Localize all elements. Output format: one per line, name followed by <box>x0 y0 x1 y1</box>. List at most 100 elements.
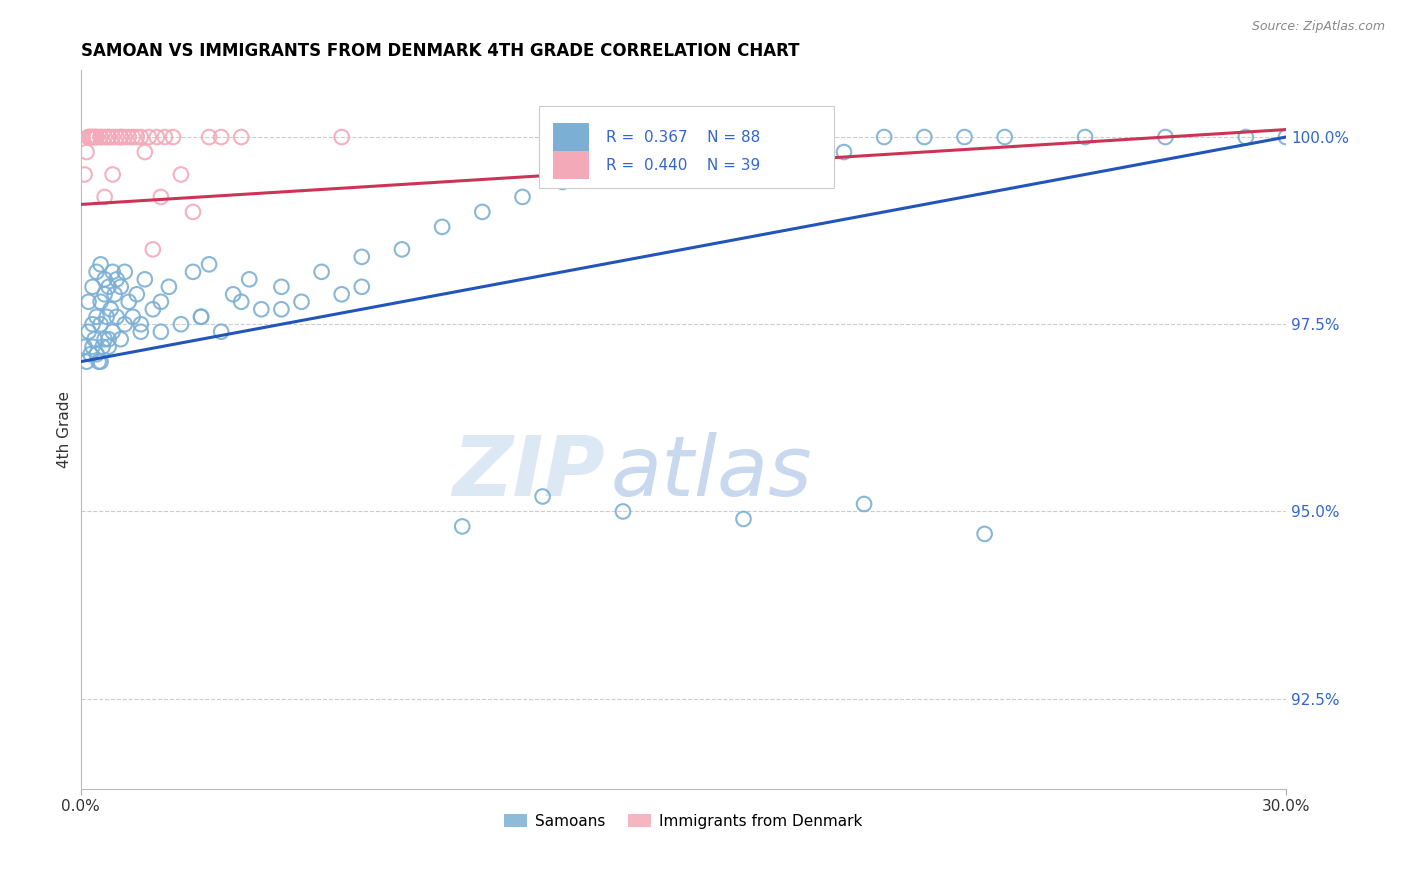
Point <box>134 145 156 159</box>
Point <box>146 130 169 145</box>
Point <box>76 354 98 368</box>
Point <box>129 318 152 332</box>
Point <box>391 243 413 257</box>
Point <box>105 130 128 145</box>
Point <box>73 168 96 182</box>
Point <box>105 272 128 286</box>
Point <box>129 130 152 145</box>
Point <box>90 294 112 309</box>
Point <box>87 354 110 368</box>
Point <box>86 310 108 324</box>
FancyBboxPatch shape <box>553 152 589 178</box>
Point <box>93 332 115 346</box>
Point <box>270 280 292 294</box>
Point <box>110 130 132 145</box>
Point <box>238 272 260 286</box>
Point <box>752 137 775 152</box>
Point <box>209 130 232 145</box>
Point <box>994 130 1017 145</box>
Point <box>83 332 105 346</box>
Point <box>90 354 112 368</box>
Text: R =  0.440    N = 39: R = 0.440 N = 39 <box>606 158 761 173</box>
Point <box>82 318 104 332</box>
Point <box>82 340 104 354</box>
Point <box>672 153 695 167</box>
Point <box>270 302 292 317</box>
Point <box>181 265 204 279</box>
Point <box>451 519 474 533</box>
Point <box>311 265 333 279</box>
Point <box>79 130 101 145</box>
Point <box>157 280 180 294</box>
Point <box>1275 130 1298 145</box>
Point <box>190 310 212 324</box>
Point <box>125 130 148 145</box>
Point <box>93 130 115 145</box>
Point <box>96 310 118 324</box>
Point <box>104 287 127 301</box>
FancyBboxPatch shape <box>538 105 834 188</box>
Point <box>118 294 141 309</box>
Point <box>90 130 112 145</box>
Point <box>121 310 143 324</box>
Point <box>612 504 634 518</box>
Point <box>330 287 353 301</box>
Point <box>170 168 193 182</box>
Point <box>82 280 104 294</box>
Text: R =  0.367    N = 88: R = 0.367 N = 88 <box>606 129 761 145</box>
Point <box>231 294 253 309</box>
Point <box>350 250 373 264</box>
Point <box>198 130 221 145</box>
Point <box>142 302 165 317</box>
Point <box>138 130 160 145</box>
Point <box>77 130 100 145</box>
Point <box>86 130 108 145</box>
Point <box>105 310 128 324</box>
Point <box>83 130 105 145</box>
Point <box>713 145 735 159</box>
Point <box>733 512 755 526</box>
Point <box>953 130 976 145</box>
Point <box>793 130 815 145</box>
Point <box>350 280 373 294</box>
Y-axis label: 4th Grade: 4th Grade <box>58 391 72 467</box>
Point <box>873 130 896 145</box>
Point <box>912 130 935 145</box>
Point <box>97 130 120 145</box>
Point <box>973 527 995 541</box>
Point <box>73 340 96 354</box>
Point <box>162 130 184 145</box>
Point <box>77 294 100 309</box>
Text: SAMOAN VS IMMIGRANTS FROM DENMARK 4TH GRADE CORRELATION CHART: SAMOAN VS IMMIGRANTS FROM DENMARK 4TH GR… <box>80 42 799 60</box>
Point <box>118 130 141 145</box>
Point <box>142 243 165 257</box>
Point <box>149 294 172 309</box>
Text: Source: ZipAtlas.com: Source: ZipAtlas.com <box>1251 20 1385 33</box>
Point <box>114 265 136 279</box>
Point <box>93 190 115 204</box>
Point <box>134 272 156 286</box>
Point <box>101 265 124 279</box>
Point <box>222 287 245 301</box>
Point <box>853 497 876 511</box>
Point <box>190 310 212 324</box>
Point <box>1234 130 1257 145</box>
Legend: Samoans, Immigrants from Denmark: Samoans, Immigrants from Denmark <box>498 807 869 835</box>
Point <box>114 318 136 332</box>
Point <box>77 130 100 145</box>
Point <box>101 168 124 182</box>
Point <box>90 318 112 332</box>
Point <box>181 205 204 219</box>
Point <box>153 130 176 145</box>
Point <box>97 280 120 294</box>
Point <box>93 287 115 301</box>
Point <box>82 130 104 145</box>
Point <box>631 160 654 174</box>
Point <box>101 130 124 145</box>
Point <box>149 325 172 339</box>
Point <box>76 145 98 159</box>
Point <box>77 325 100 339</box>
Point <box>512 190 534 204</box>
Point <box>125 287 148 301</box>
Point <box>110 130 132 145</box>
